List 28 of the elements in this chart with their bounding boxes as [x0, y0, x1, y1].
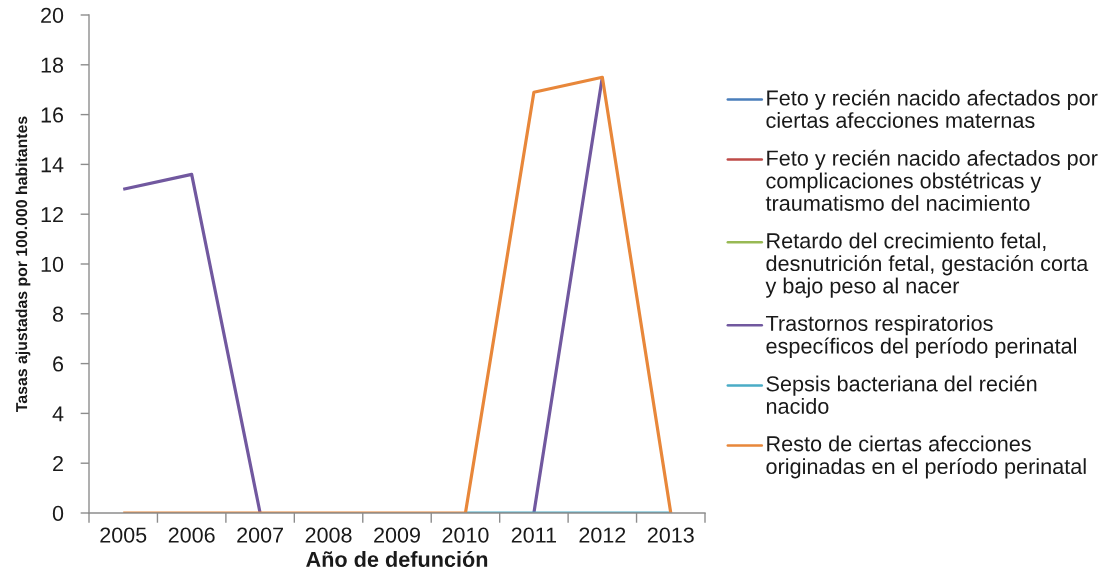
y-tick-label: 6 — [53, 356, 64, 372]
y-tick-label: 4 — [52, 406, 64, 422]
legend-label: Retardo del crecimiento fetal, desnutrición fetal, gestación corta y bajo peso al nacer — [765, 232, 1089, 298]
legend-label: Sepsis bacteriana del recién nacido — [766, 375, 1037, 414]
x-tick-label: 2005 — [100, 527, 147, 543]
legend-label: Feto y recién nacido afectados por complicaciones obstétricas y traumatismo del nacimiento — [765, 149, 1098, 211]
legend-label: Feto y recién nacido afectados por ciertas afecciones maternas — [766, 89, 1098, 129]
y-axis-title: Tasas ajustadas por 100.000 habitantes — [15, 116, 31, 412]
y-tick-label: 14 — [41, 157, 64, 173]
x-tick-label: 2007 — [237, 527, 283, 543]
y-tick-label: 8 — [52, 306, 64, 322]
x-tick-label: 2008 — [305, 527, 352, 543]
x-tick-label: 2012 — [579, 527, 626, 543]
legend-label: Resto de ciertas afecciones originadas en el período perinatal — [766, 435, 1086, 479]
x-tick-label: 2006 — [168, 527, 215, 543]
y-tick-label: 16 — [41, 107, 64, 123]
x-tick-label: 2013 — [647, 527, 694, 543]
y-tick-label: 20 — [41, 7, 64, 24]
x-axis-title: Año de defunción — [306, 550, 488, 568]
x-tick-label: 2011 — [511, 527, 556, 543]
y-tick-label: 2 — [53, 455, 63, 471]
y-tick-label: 0 — [52, 505, 64, 522]
x-tick-label: 2009 — [374, 527, 420, 543]
y-tick-label: 18 — [41, 57, 64, 73]
x-tick-label: 2010 — [442, 527, 489, 543]
legend-label: Trastornos respiratorios específicos del período perinatal — [765, 315, 1076, 358]
y-tick-label: 12 — [41, 206, 63, 222]
y-tick-label: 10 — [41, 256, 64, 273]
